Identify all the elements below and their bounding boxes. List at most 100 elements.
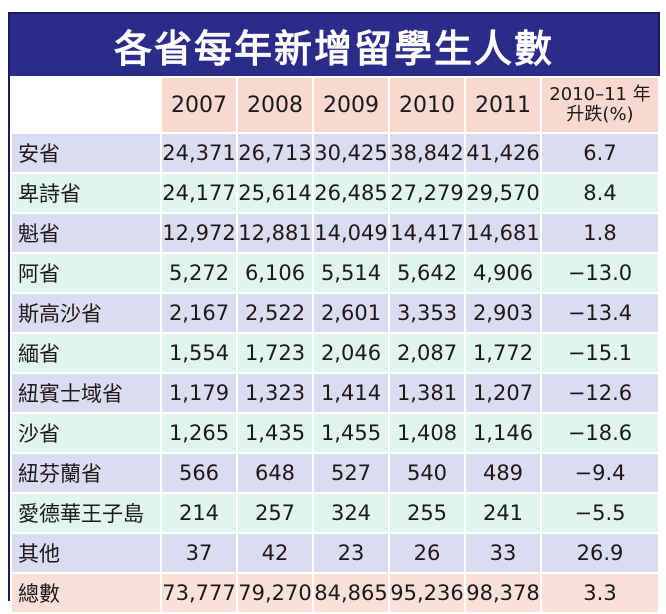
value-cell: 2,087 [388, 332, 466, 374]
table-row: 愛德華王子島 214 257 324 255 241 −5.5 [10, 492, 660, 534]
row-label: 安省 [10, 132, 162, 174]
data-table: 2007 2008 2009 2010 2011 2010–11 年 升跌(%)… [10, 76, 660, 614]
value-cell: 214 [160, 492, 238, 534]
value-cell: 95,236 [388, 572, 466, 614]
value-cell: 1,207 [464, 372, 542, 414]
column-header: 2011 [464, 76, 542, 134]
value-cell: 73,777 [160, 572, 238, 614]
value-cell: 5,642 [388, 252, 466, 294]
value-cell: 98,378 [464, 572, 542, 614]
value-cell: 14,681 [464, 212, 542, 254]
change-cell: −9.4 [540, 452, 660, 494]
value-cell: 2,167 [160, 292, 238, 334]
change-cell: −13.0 [540, 252, 660, 294]
value-cell: 257 [236, 492, 314, 534]
change-cell: −5.5 [540, 492, 660, 534]
value-cell: 42 [236, 532, 314, 574]
table-row: 斯高沙省 2,167 2,522 2,601 3,353 2,903 −13.4 [10, 292, 660, 334]
value-cell: 4,906 [464, 252, 542, 294]
change-header-line2: 升跌(%) [566, 104, 634, 125]
value-cell: 29,570 [464, 172, 542, 214]
value-cell: 1,323 [236, 372, 314, 414]
change-cell: 1.8 [540, 212, 660, 254]
row-label: 卑詩省 [10, 172, 162, 214]
value-cell: 566 [160, 452, 238, 494]
value-cell: 2,046 [312, 332, 390, 374]
row-label: 斯高沙省 [10, 292, 162, 334]
column-header: 2007 [160, 76, 238, 134]
change-cell: −18.6 [540, 412, 660, 454]
row-label: 紐芬蘭省 [10, 452, 162, 494]
column-header: 2008 [236, 76, 314, 134]
value-cell: 5,514 [312, 252, 390, 294]
value-cell: 24,177 [160, 172, 238, 214]
table-row: 卑詩省 24,177 25,614 26,485 27,279 29,570 8.4 [10, 172, 660, 214]
value-cell: 540 [388, 452, 466, 494]
table-title: 各省每年新增留學生人數 [10, 14, 658, 76]
change-header-line1: 2010–11 年 [549, 84, 651, 105]
value-cell: 255 [388, 492, 466, 534]
value-cell: 1,179 [160, 372, 238, 414]
column-header: 2009 [312, 76, 390, 134]
value-cell: 30,425 [312, 132, 390, 174]
value-cell: 37 [160, 532, 238, 574]
change-cell: −13.4 [540, 292, 660, 334]
value-cell: 1,408 [388, 412, 466, 454]
table-row: 緬省 1,554 1,723 2,046 2,087 1,772 −15.1 [10, 332, 660, 374]
table-body: 安省 24,371 26,713 30,425 38,842 41,426 6.7 卑詩省 24… [10, 132, 660, 614]
header-corner-cell [10, 76, 162, 134]
value-cell: 1,414 [312, 372, 390, 414]
table-row: 魁省 12,972 12,881 14,049 14,417 14,681 1.8 [10, 212, 660, 254]
value-cell: 648 [236, 452, 314, 494]
row-label: 其他 [10, 532, 162, 574]
value-cell: 79,270 [236, 572, 314, 614]
total-row: 總數 73,777 79,270 84,865 95,236 98,378 3.3 [10, 572, 660, 614]
value-cell: 26,713 [236, 132, 314, 174]
value-cell: 1,381 [388, 372, 466, 414]
value-cell: 6,106 [236, 252, 314, 294]
value-cell: 14,049 [312, 212, 390, 254]
value-cell: 1,723 [236, 332, 314, 374]
value-cell: 25,614 [236, 172, 314, 214]
value-cell: 26,485 [312, 172, 390, 214]
value-cell: 38,842 [388, 132, 466, 174]
row-label: 愛德華王子島 [10, 492, 162, 534]
value-cell: 24,371 [160, 132, 238, 174]
change-cell: 3.3 [540, 572, 660, 614]
value-cell: 1,772 [464, 332, 542, 374]
table-row: 阿省 5,272 6,106 5,514 5,642 4,906 −13.0 [10, 252, 660, 294]
value-cell: 27,279 [388, 172, 466, 214]
value-cell: 12,881 [236, 212, 314, 254]
change-cell: −12.6 [540, 372, 660, 414]
value-cell: 1,265 [160, 412, 238, 454]
value-cell: 33 [464, 532, 542, 574]
value-cell: 2,903 [464, 292, 542, 334]
row-label: 緬省 [10, 332, 162, 374]
value-cell: 527 [312, 452, 390, 494]
row-label: 紐賓士域省 [10, 372, 162, 414]
value-cell: 26 [388, 532, 466, 574]
value-cell: 1,146 [464, 412, 542, 454]
value-cell: 5,272 [160, 252, 238, 294]
value-cell: 23 [312, 532, 390, 574]
change-cell: 26.9 [540, 532, 660, 574]
table-row: 紐芬蘭省 566 648 527 540 489 −9.4 [10, 452, 660, 494]
row-label: 阿省 [10, 252, 162, 294]
value-cell: 1,554 [160, 332, 238, 374]
value-cell: 489 [464, 452, 542, 494]
value-cell: 324 [312, 492, 390, 534]
row-label: 魁省 [10, 212, 162, 254]
value-cell: 1,435 [236, 412, 314, 454]
value-cell: 84,865 [312, 572, 390, 614]
header-row: 2007 2008 2009 2010 2011 2010–11 年 升跌(%) [10, 76, 660, 134]
change-cell: −15.1 [540, 332, 660, 374]
value-cell: 241 [464, 492, 542, 534]
column-header: 2010 [388, 76, 466, 134]
value-cell: 3,353 [388, 292, 466, 334]
row-label: 沙省 [10, 412, 162, 454]
table-row: 其他 37 42 23 26 33 26.9 [10, 532, 660, 574]
column-header-change: 2010–11 年 升跌(%) [540, 76, 660, 134]
value-cell: 1,455 [312, 412, 390, 454]
change-cell: 6.7 [540, 132, 660, 174]
change-cell: 8.4 [540, 172, 660, 214]
